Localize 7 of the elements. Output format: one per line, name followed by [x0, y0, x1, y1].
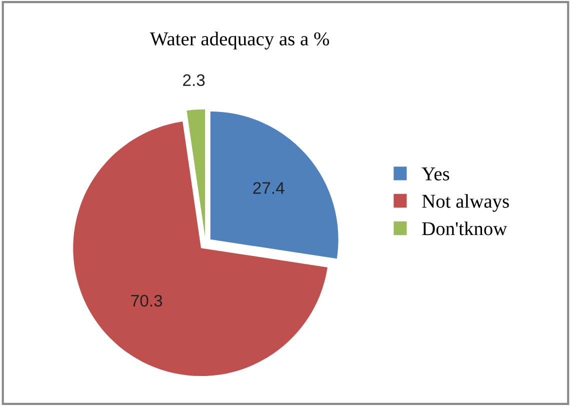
legend-label: Don'tknow [422, 222, 508, 236]
data-label: 27.4 [253, 182, 284, 194]
data-label: 70.3 [131, 294, 162, 307]
legend-label: Not always [422, 194, 509, 212]
legend-label: Yes [422, 168, 450, 180]
chart-title: Water adequacy as a % [150, 32, 330, 50]
data-label: 2.3 [183, 74, 205, 86]
